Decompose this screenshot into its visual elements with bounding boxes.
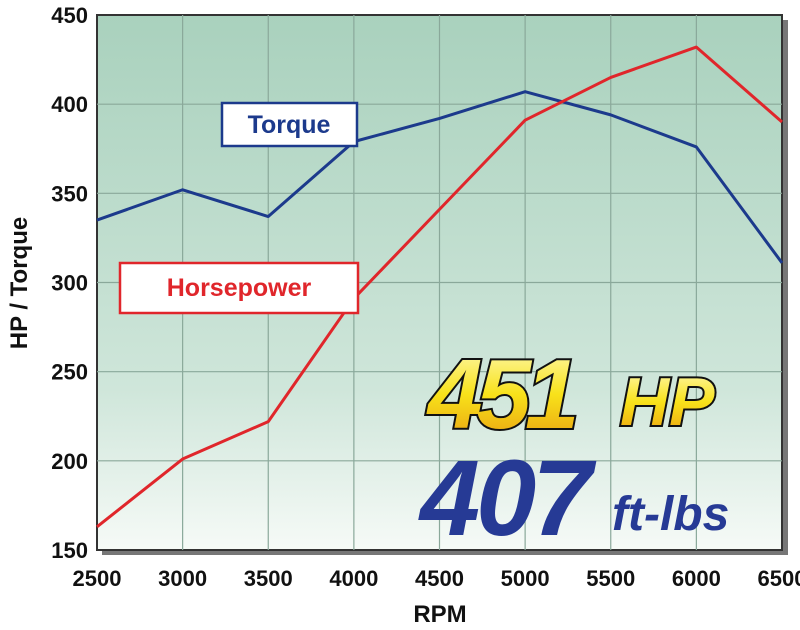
y-axis-label: HP / Torque: [6, 217, 33, 349]
y-tick-label: 150: [51, 538, 88, 563]
torque-unit: ft-lbs: [612, 488, 729, 541]
y-tick-label: 200: [51, 449, 88, 474]
series-lines: [96, 45, 784, 528]
y-tick-label: 350: [51, 181, 88, 206]
x-tick-label: 2500: [73, 566, 122, 591]
x-tick-label: 6000: [672, 566, 721, 591]
x-tick-label: 5000: [501, 566, 550, 591]
y-tick-label: 450: [51, 3, 88, 28]
x-tick-label: 6500: [758, 566, 800, 591]
x-tick-labels: 2500 3000 3500 4000 4500 5000 5500 6000 6500: [73, 566, 800, 591]
legend-torque: Torque: [220, 101, 359, 148]
hp-callout: 451 HP 407 ft-lbs: [418, 337, 729, 558]
x-tick-label: 5500: [586, 566, 635, 591]
y-tick-label: 250: [51, 360, 88, 385]
x-tick-label: 4000: [329, 566, 378, 591]
y-tick-label: 400: [51, 92, 88, 117]
hp-unit: HP: [620, 364, 715, 440]
x-axis-label: RPM: [413, 601, 466, 628]
torque-value: 407: [418, 437, 597, 558]
legend-horsepower: Horsepower: [118, 261, 360, 315]
x-tick-label: 3000: [158, 566, 207, 591]
x-tick-label: 3500: [244, 566, 293, 591]
x-tick-label: 4500: [415, 566, 464, 591]
y-tick-labels: 150 200 250 300 350 400 450: [51, 3, 88, 563]
legend-torque-label: Torque: [248, 111, 331, 139]
hp-value: 451: [426, 339, 575, 449]
legend: Torque Horsepower: [118, 101, 360, 315]
y-tick-label: 300: [51, 271, 88, 296]
legend-horsepower-label: Horsepower: [167, 274, 312, 302]
